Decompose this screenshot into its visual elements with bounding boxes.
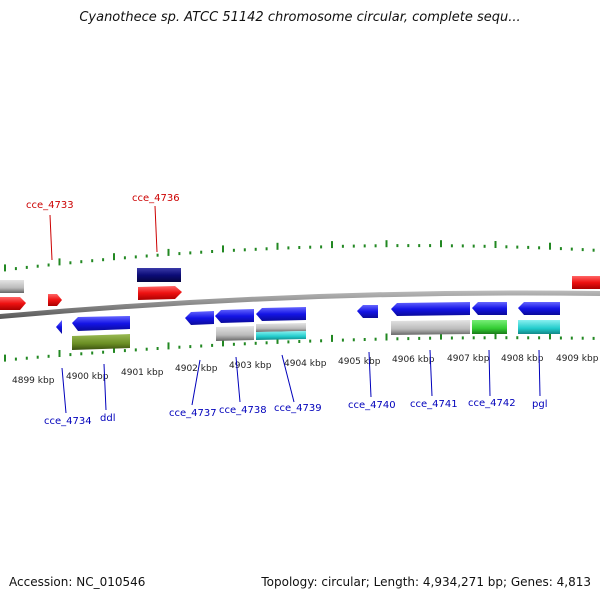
- map-title: Cyanothece sp. ATCC 51142 chromosome cir…: [79, 10, 521, 25]
- gene-label: cce_4736: [132, 193, 180, 204]
- gene-label: cce_4733: [26, 200, 74, 211]
- gene-arrow[interactable]: [518, 320, 560, 334]
- kbp-label: 4907 kbp: [447, 354, 490, 364]
- kbp-label: 4900 kbp: [66, 372, 109, 382]
- gene-arrow[interactable]: [256, 307, 306, 321]
- gene-label: cce_4734: [44, 416, 92, 427]
- gene-arrow[interactable]: [0, 297, 26, 310]
- kbp-label: 4908 kbp: [501, 354, 544, 364]
- gene-labels: cce_4733 cce_4736 cce_4734 ddl cce_4737 …: [26, 193, 547, 427]
- gene-arrow[interactable]: [185, 311, 214, 325]
- label-leader-lines: [49, 205, 541, 414]
- kbp-label: 4899 kbp: [12, 376, 55, 386]
- gene-arrow[interactable]: [357, 305, 378, 318]
- kbp-label: 4901 kbp: [121, 368, 164, 378]
- gene-arrow[interactable]: [472, 302, 507, 315]
- kbp-label: 4909 kbp: [556, 354, 599, 364]
- gene-arrow[interactable]: [518, 302, 560, 315]
- gene-arrow[interactable]: [0, 280, 24, 293]
- gene-arrow[interactable]: [391, 320, 470, 335]
- reverse-strand-genes: [56, 302, 560, 350]
- gene-arrow[interactable]: [138, 286, 182, 300]
- gene-arrow[interactable]: [48, 294, 62, 306]
- kbp-label: 4905 kbp: [338, 357, 381, 367]
- kbp-label: 4903 kbp: [229, 361, 272, 371]
- gene-label: cce_4737: [169, 408, 217, 419]
- topology-text: Topology: circular; Length: 4,934,271 bp…: [261, 575, 591, 589]
- kbp-label: 4904 kbp: [284, 359, 327, 369]
- gene-label: ddl: [100, 413, 115, 424]
- gene-arrow[interactable]: [72, 334, 130, 350]
- forward-strand-genes: [0, 268, 600, 310]
- gene-arrow[interactable]: [572, 276, 600, 289]
- gene-label: cce_4741: [410, 399, 458, 410]
- kbp-label: 4906 kbp: [392, 355, 435, 365]
- chromosome-backbone: [0, 290, 600, 319]
- tick-marks-bottom: [4, 332, 595, 362]
- accession-text: Accession: NC_010546: [9, 575, 146, 589]
- gene-label: cce_4738: [219, 405, 267, 416]
- gene-arrow[interactable]: [256, 331, 306, 340]
- gene-arrow[interactable]: [215, 309, 254, 323]
- gene-arrow[interactable]: [216, 326, 254, 341]
- gene-label: cce_4739: [274, 403, 322, 414]
- kbp-labels: 4899 kbp 4900 kbp 4901 kbp 4902 kbp 4903…: [12, 354, 599, 386]
- gene-label: pgl: [532, 399, 547, 410]
- gene-arrow[interactable]: [256, 323, 306, 332]
- gene-arrow[interactable]: [56, 320, 62, 334]
- gene-label: cce_4742: [468, 398, 516, 409]
- kbp-label: 4902 kbp: [175, 364, 218, 374]
- gene-arrow[interactable]: [72, 316, 130, 331]
- gene-arrow[interactable]: [391, 302, 470, 316]
- gene-arrow[interactable]: [137, 268, 181, 282]
- gene-label: cce_4740: [348, 400, 396, 411]
- gene-arrow[interactable]: [472, 320, 507, 334]
- tick-marks-top: [4, 240, 595, 272]
